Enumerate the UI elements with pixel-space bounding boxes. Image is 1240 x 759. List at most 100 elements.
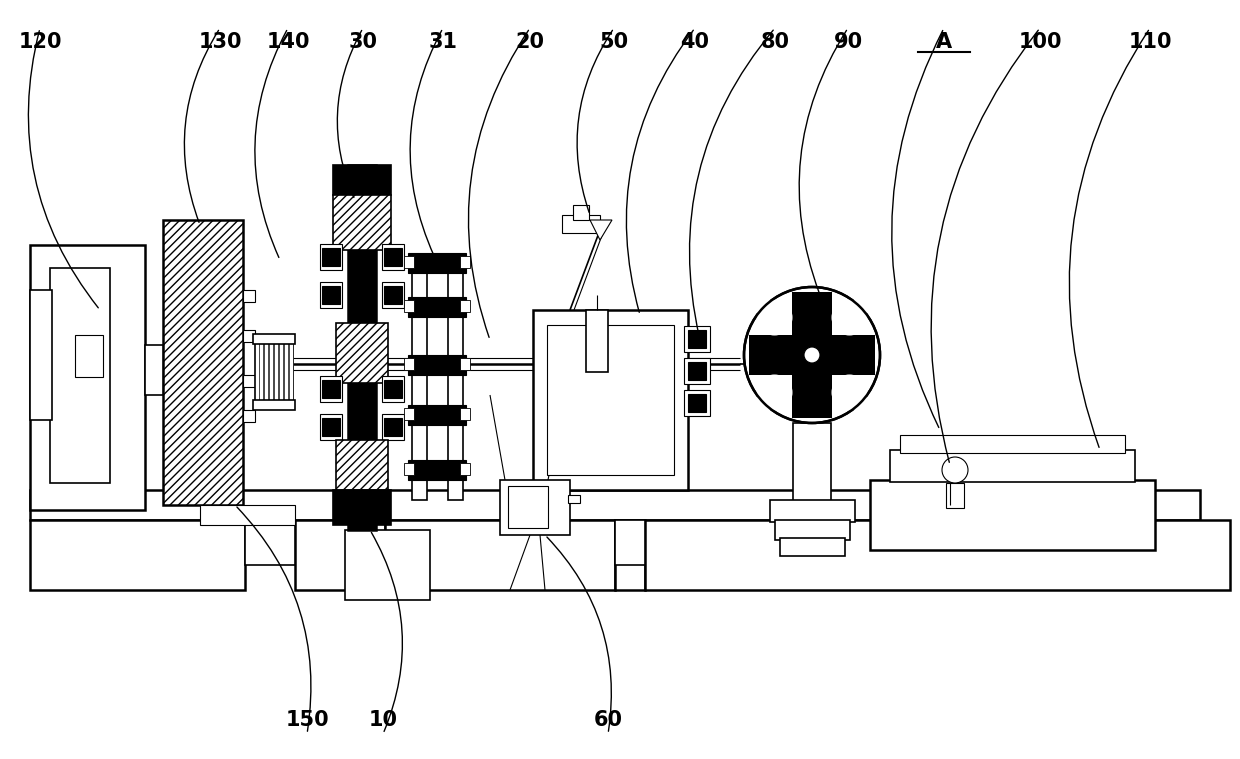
Text: 120: 120 bbox=[19, 32, 62, 52]
Text: 140: 140 bbox=[267, 32, 310, 52]
Bar bbox=[30, 245, 145, 510]
Text: 31: 31 bbox=[429, 32, 458, 52]
Text: 150: 150 bbox=[285, 710, 329, 730]
Bar bbox=[460, 408, 470, 420]
Bar bbox=[448, 255, 463, 500]
Bar bbox=[295, 520, 384, 590]
Bar bbox=[264, 342, 268, 402]
Bar bbox=[408, 405, 466, 425]
Bar bbox=[30, 490, 1200, 520]
Bar bbox=[900, 435, 1125, 453]
Bar bbox=[269, 342, 273, 402]
Bar bbox=[573, 205, 589, 220]
Bar bbox=[243, 330, 255, 342]
Bar bbox=[408, 253, 466, 273]
Text: 130: 130 bbox=[198, 32, 242, 52]
Bar bbox=[320, 282, 342, 308]
Bar bbox=[253, 400, 295, 410]
Bar bbox=[320, 414, 342, 440]
Bar bbox=[408, 297, 466, 317]
Text: 50: 50 bbox=[599, 32, 629, 52]
Bar bbox=[780, 538, 844, 556]
Bar bbox=[253, 334, 295, 344]
Bar bbox=[460, 463, 470, 475]
Bar bbox=[562, 215, 600, 233]
Bar bbox=[320, 376, 342, 402]
Bar bbox=[408, 355, 466, 375]
Bar bbox=[336, 440, 388, 490]
Bar bbox=[30, 290, 52, 420]
Text: 40: 40 bbox=[681, 32, 709, 52]
Bar bbox=[404, 408, 414, 420]
Circle shape bbox=[832, 374, 868, 411]
Bar bbox=[382, 414, 404, 440]
Bar bbox=[336, 323, 388, 383]
Bar bbox=[322, 286, 340, 304]
Bar bbox=[382, 376, 404, 402]
Bar bbox=[334, 490, 391, 525]
Bar bbox=[688, 330, 706, 348]
Text: 10: 10 bbox=[368, 710, 398, 730]
Circle shape bbox=[942, 457, 968, 483]
Bar bbox=[255, 338, 293, 406]
Bar bbox=[460, 300, 470, 312]
Bar bbox=[243, 375, 255, 387]
Bar bbox=[322, 418, 340, 436]
Text: 20: 20 bbox=[516, 32, 544, 52]
Bar bbox=[345, 530, 430, 600]
Bar bbox=[162, 220, 243, 505]
Bar bbox=[587, 310, 608, 372]
Circle shape bbox=[804, 347, 820, 363]
Bar bbox=[334, 195, 391, 250]
Bar bbox=[382, 244, 404, 270]
Circle shape bbox=[756, 374, 792, 411]
Bar bbox=[688, 362, 706, 380]
Bar bbox=[794, 423, 831, 503]
Text: 100: 100 bbox=[1018, 32, 1061, 52]
Text: 30: 30 bbox=[348, 32, 377, 52]
Bar bbox=[348, 165, 376, 530]
Bar bbox=[384, 286, 402, 304]
Bar bbox=[500, 480, 570, 535]
Bar bbox=[404, 358, 414, 370]
Text: A: A bbox=[936, 32, 952, 52]
Bar bbox=[322, 380, 340, 398]
Bar bbox=[279, 342, 283, 402]
Circle shape bbox=[744, 287, 880, 423]
Bar bbox=[615, 520, 645, 590]
Bar bbox=[684, 390, 711, 416]
Bar bbox=[775, 520, 849, 540]
Bar bbox=[684, 358, 711, 384]
Bar bbox=[243, 410, 255, 422]
Bar bbox=[74, 335, 103, 377]
Bar bbox=[322, 248, 340, 266]
Circle shape bbox=[756, 300, 792, 335]
Bar bbox=[946, 483, 963, 508]
Bar bbox=[645, 520, 1230, 590]
Text: 90: 90 bbox=[833, 32, 863, 52]
Bar bbox=[259, 342, 263, 402]
Text: 60: 60 bbox=[594, 710, 622, 730]
Polygon shape bbox=[590, 220, 613, 240]
Text: 110: 110 bbox=[1128, 32, 1172, 52]
Bar bbox=[384, 380, 402, 398]
Bar bbox=[30, 520, 246, 590]
Bar bbox=[246, 520, 295, 565]
Bar bbox=[460, 358, 470, 370]
Bar bbox=[615, 520, 645, 565]
Circle shape bbox=[832, 300, 868, 335]
Bar bbox=[145, 345, 162, 395]
Bar bbox=[384, 248, 402, 266]
Bar bbox=[890, 450, 1135, 482]
Bar bbox=[684, 326, 711, 352]
Bar bbox=[320, 244, 342, 270]
Bar bbox=[508, 486, 548, 528]
Bar bbox=[274, 342, 278, 402]
Bar bbox=[289, 342, 293, 402]
Bar bbox=[870, 480, 1154, 550]
Bar bbox=[334, 165, 391, 195]
Bar bbox=[547, 325, 675, 475]
Bar bbox=[460, 256, 470, 268]
Bar bbox=[404, 256, 414, 268]
Bar bbox=[792, 292, 832, 418]
